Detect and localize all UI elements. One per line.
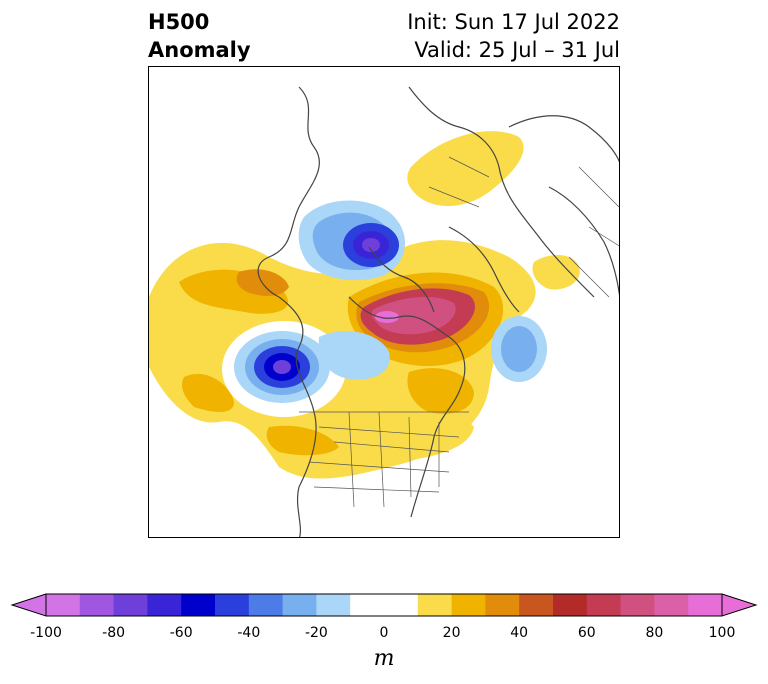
anomaly-map-svg	[149, 86, 619, 537]
colorbar-segment	[586, 594, 622, 616]
title-main: H500	[148, 10, 210, 34]
colorbar-tick-label: 40	[510, 625, 529, 641]
colorbar-segment	[113, 594, 148, 616]
positive-anomaly-max	[375, 311, 399, 323]
colorbar-units: m	[373, 646, 395, 671]
colorbar-segment	[384, 594, 419, 616]
colorbar-segment	[417, 594, 453, 616]
colorbar	[10, 593, 758, 617]
title-block-right: Init: Sun 17 Jul 2022 Valid: 25 Jul – 31…	[407, 8, 620, 64]
anomaly-map	[148, 66, 620, 538]
colorbar-segment	[519, 594, 554, 616]
colorbar-tick-label: 20	[442, 625, 461, 641]
colorbar-tick-label: -40	[237, 625, 261, 641]
colorbar-segment	[688, 594, 723, 616]
colorbar-segment	[654, 594, 689, 616]
negative-anomaly-atlantic	[491, 316, 547, 382]
colorbar-segment	[181, 594, 216, 616]
colorbar-tick-label: -20	[304, 625, 328, 641]
colorbar-segment	[46, 594, 81, 616]
title-block-left: H500 Anomaly	[148, 8, 251, 64]
colorbar-tick-label: 80	[645, 625, 664, 641]
colorbar-tick-label: 60	[577, 625, 596, 641]
valid-period: Valid: 25 Jul – 31 Jul	[414, 38, 620, 62]
colorbar-segment	[248, 594, 284, 616]
colorbar-segment	[316, 594, 351, 616]
colorbar-segment	[147, 594, 182, 616]
colorbar-tick-label: 0	[379, 625, 389, 641]
colorbar-extend-high	[721, 593, 758, 617]
colorbar-tick-label: -60	[169, 625, 193, 641]
colorbar-segment	[282, 594, 317, 616]
init-date: Init: Sun 17 Jul 2022	[407, 10, 620, 34]
positive-anomaly-pink	[371, 296, 456, 335]
colorbar-tick-label: -80	[102, 625, 126, 641]
country-borders	[299, 156, 619, 508]
colorbar-tick-label: -100	[30, 625, 62, 641]
colorbar-extend-low	[10, 593, 47, 617]
colorbar-segment	[620, 594, 655, 616]
colorbar-segment	[215, 594, 250, 616]
negative-anomaly-arctic	[298, 200, 406, 281]
colorbar-segment	[79, 594, 115, 616]
negative-anomaly-hudson	[318, 331, 390, 380]
colorbar-segment	[485, 594, 520, 616]
colorbar-segment	[350, 594, 385, 616]
negative-anomaly-gulf-of-alaska	[222, 321, 346, 417]
colorbar-tick-label: 100	[708, 625, 736, 641]
colorbar-outline	[45, 593, 723, 617]
colorbar-segment	[553, 594, 588, 616]
colorbar-segment	[451, 594, 486, 616]
title-sub: Anomaly	[148, 38, 251, 62]
